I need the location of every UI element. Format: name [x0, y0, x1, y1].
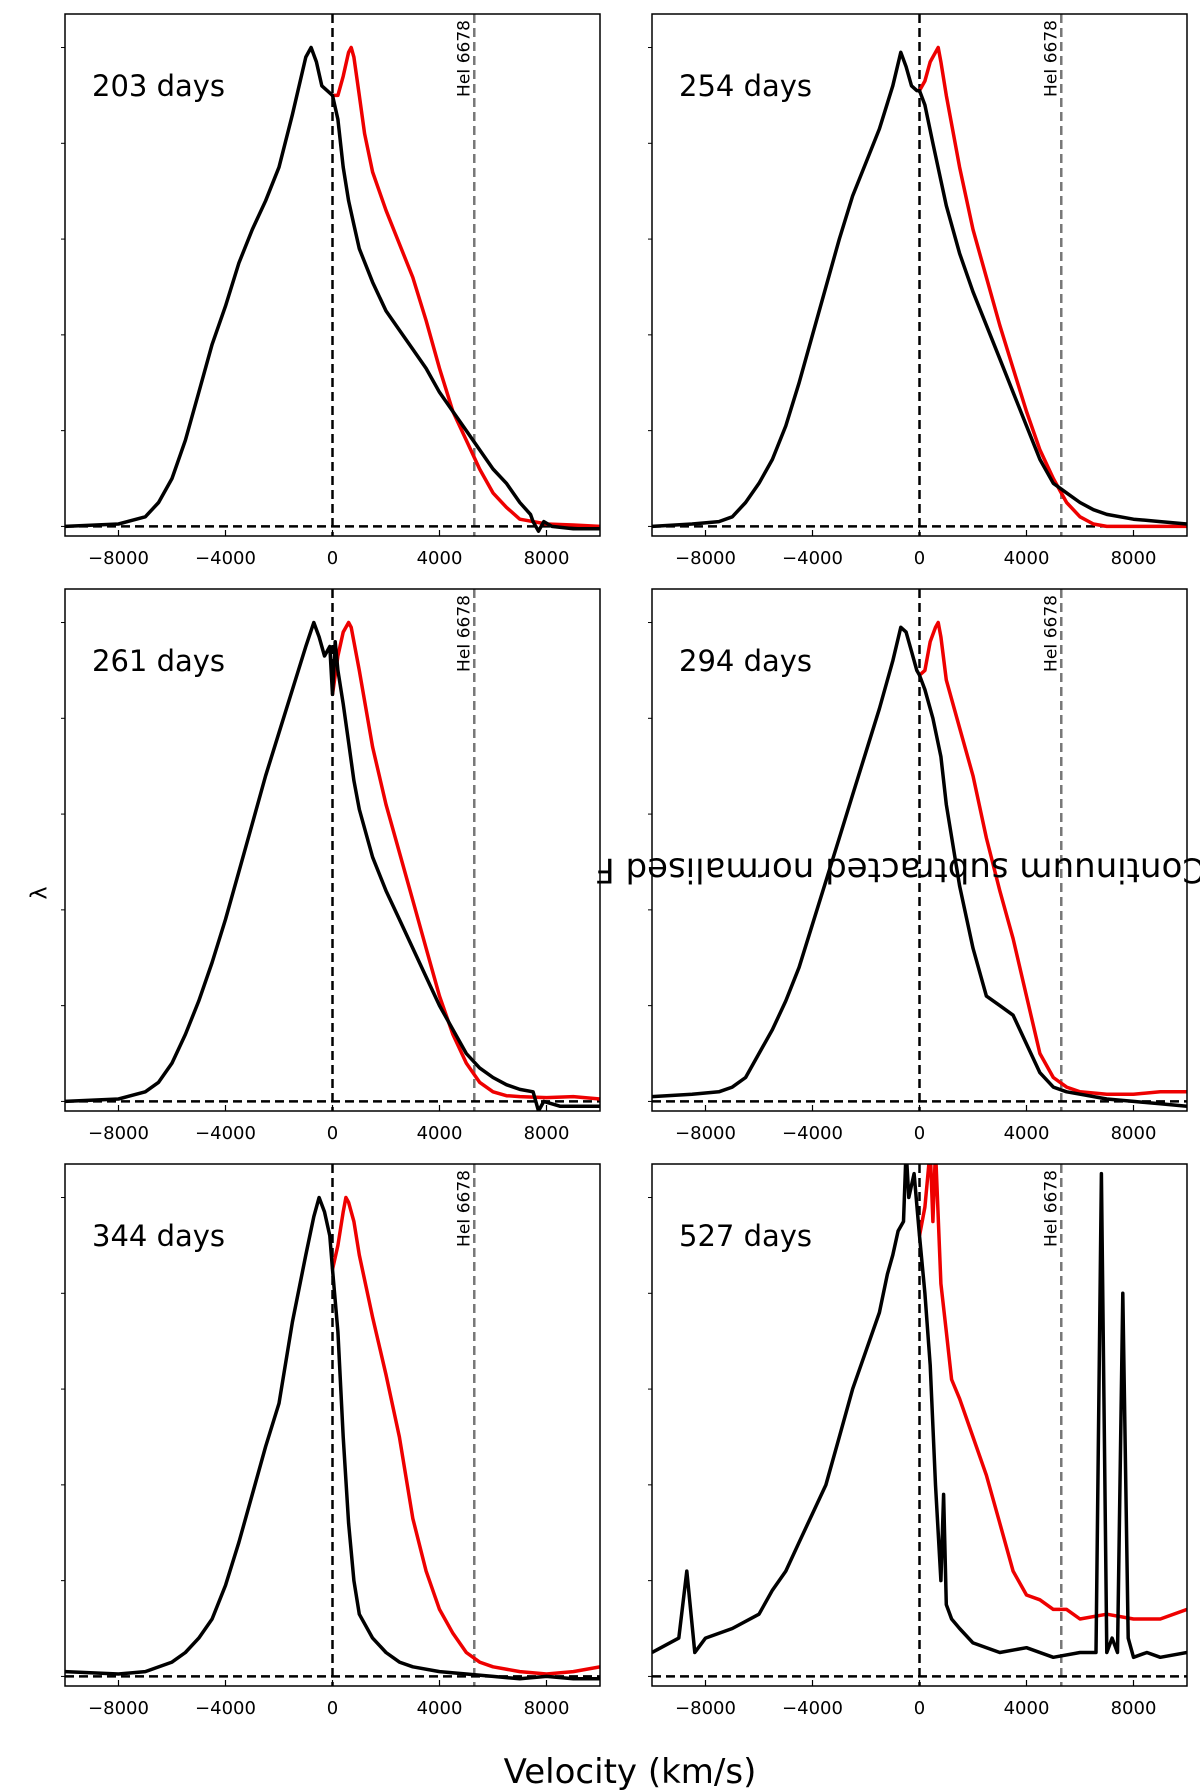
series-red — [330, 1195, 600, 1676]
y-axis-label-subscript: λ — [27, 886, 53, 900]
panel-5: HeI 6678 −8000 −4000 0 4000 8000 344 days — [61, 1163, 601, 1719]
series-red — [917, 1164, 1187, 1621]
x-tick-label: −8000 — [88, 548, 149, 569]
x-tick-label: −4000 — [195, 1698, 256, 1719]
x-axis-label: Velocity (km/s) — [503, 1752, 757, 1792]
reference-line-label: HeI 6678 — [1041, 20, 1061, 97]
series-black — [652, 50, 1187, 529]
x-tick-label: −8000 — [675, 1698, 736, 1719]
x-tick-label: 8000 — [1111, 1123, 1157, 1144]
x-tick-label: 4000 — [417, 1123, 463, 1144]
x-tick-label: 0 — [914, 1698, 925, 1719]
panel-label: 527 days — [679, 1219, 812, 1253]
x-tick-label: 0 — [914, 1123, 925, 1144]
x-tick-label: 4000 — [1004, 1123, 1050, 1144]
series-black — [652, 625, 1187, 1108]
x-tick-label: −8000 — [675, 548, 736, 569]
reference-line-label: HeI 6678 — [454, 1170, 474, 1247]
panel-2: HeI 6678 −8000 −4000 0 4000 8000 254 days — [648, 13, 1188, 569]
reference-line-label: HeI 6678 — [1041, 1170, 1061, 1247]
panel-3: HeI 6678 −8000 −4000 0 4000 8000 261 days — [61, 588, 601, 1144]
reference-line-label: HeI 6678 — [454, 595, 474, 672]
x-tick-label: 0 — [327, 1123, 338, 1144]
x-tick-label: 8000 — [1111, 548, 1157, 569]
panel-label: 203 days — [92, 69, 225, 103]
x-tick-label: 8000 — [1111, 1698, 1157, 1719]
x-tick-label: 8000 — [524, 1698, 570, 1719]
panel-label: 294 days — [679, 644, 812, 678]
x-tick-label: −8000 — [88, 1123, 149, 1144]
series-black — [652, 1164, 1187, 1660]
x-tick-label: −4000 — [195, 1123, 256, 1144]
series-black — [65, 620, 600, 1111]
reference-line-label: HeI 6678 — [454, 20, 474, 97]
panel-label: 254 days — [679, 69, 812, 103]
x-tick-label: 4000 — [417, 1698, 463, 1719]
x-tick-label: 8000 — [524, 548, 570, 569]
y-axis-label-text: Continuum subtracted normalised F — [595, 849, 1200, 890]
series-black — [65, 1195, 600, 1681]
x-tick-label: 0 — [327, 1698, 338, 1719]
series-red — [917, 45, 1187, 529]
panel-1: HeI 6678 −8000 −4000 0 4000 8000 203 days — [61, 13, 601, 569]
reference-line-label: HeI 6678 — [1041, 595, 1061, 672]
series-black — [65, 45, 600, 533]
series-red — [332, 45, 600, 529]
x-tick-label: −8000 — [88, 1698, 149, 1719]
series-red — [330, 620, 600, 1101]
panel-4: HeI 6678 −8000 −4000 0 4000 8000 294 days — [648, 588, 1188, 1144]
x-tick-label: −4000 — [782, 1698, 843, 1719]
panel-label: 344 days — [92, 1219, 225, 1253]
x-tick-label: −8000 — [675, 1123, 736, 1144]
x-tick-label: −4000 — [195, 548, 256, 569]
x-tick-label: 0 — [914, 548, 925, 569]
x-tick-label: −4000 — [782, 548, 843, 569]
x-tick-label: 8000 — [524, 1123, 570, 1144]
x-tick-label: 0 — [327, 548, 338, 569]
panel-6: HeI 6678 −8000 −4000 0 4000 8000 527 days — [648, 1163, 1188, 1719]
x-tick-label: 4000 — [1004, 548, 1050, 569]
x-tick-label: 4000 — [417, 548, 463, 569]
x-tick-label: 4000 — [1004, 1698, 1050, 1719]
panel-label: 261 days — [92, 644, 225, 678]
series-red — [918, 620, 1187, 1096]
x-tick-label: −4000 — [782, 1123, 843, 1144]
